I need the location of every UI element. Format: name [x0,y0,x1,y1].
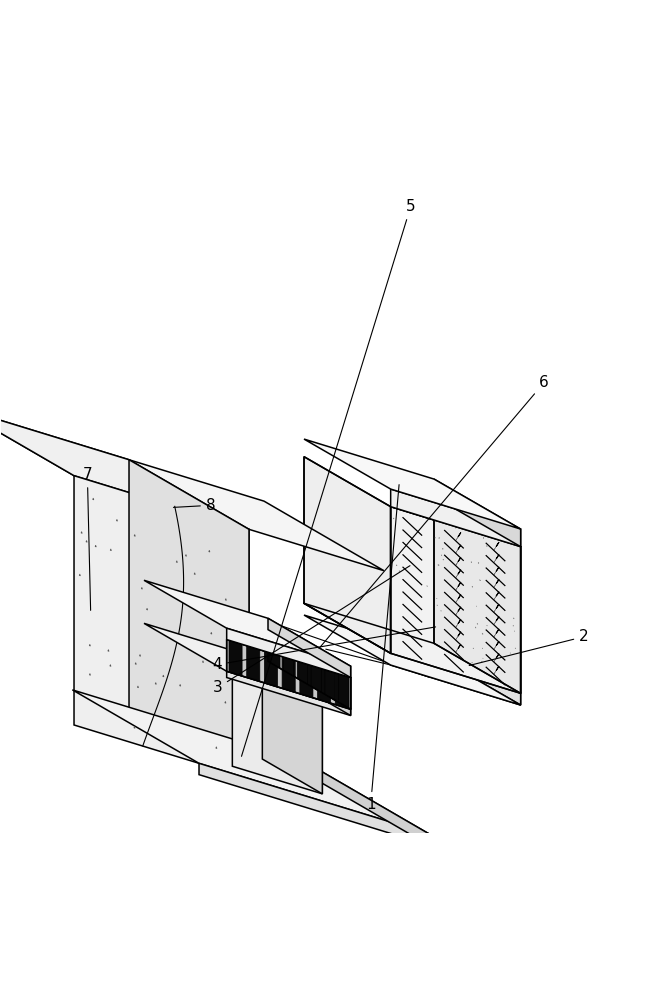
Polygon shape [335,673,349,709]
Polygon shape [270,631,280,668]
Polygon shape [232,670,323,794]
Polygon shape [391,489,520,547]
Polygon shape [435,537,436,538]
Polygon shape [144,623,351,709]
Polygon shape [246,646,260,681]
Polygon shape [263,663,323,794]
Polygon shape [282,657,295,692]
Polygon shape [129,460,249,779]
Polygon shape [304,615,520,705]
Polygon shape [300,662,313,698]
Text: 8: 8 [174,498,216,513]
Polygon shape [439,537,440,539]
Polygon shape [325,663,335,700]
Text: 2: 2 [469,629,589,666]
Polygon shape [393,518,394,519]
Polygon shape [268,630,351,709]
Polygon shape [229,640,242,676]
Polygon shape [303,760,429,845]
Polygon shape [226,671,351,716]
Polygon shape [391,653,520,705]
Polygon shape [434,497,520,693]
Polygon shape [226,640,351,709]
Polygon shape [434,479,520,547]
Polygon shape [199,763,429,845]
Polygon shape [317,667,331,703]
Text: 7: 7 [83,467,92,610]
Polygon shape [304,439,520,529]
Text: 4: 4 [212,627,436,672]
Text: 5: 5 [242,199,415,756]
Polygon shape [172,635,323,698]
Polygon shape [74,476,249,779]
Polygon shape [268,618,351,678]
Polygon shape [284,639,294,676]
Polygon shape [339,671,349,708]
Polygon shape [72,690,429,834]
Polygon shape [396,565,397,566]
Polygon shape [297,647,307,684]
Text: 6: 6 [319,375,549,648]
Polygon shape [482,633,483,635]
Polygon shape [144,580,351,666]
Polygon shape [438,564,439,566]
Polygon shape [391,507,520,693]
Polygon shape [304,457,391,653]
Polygon shape [0,406,249,529]
Text: 1: 1 [366,485,399,812]
Polygon shape [226,628,351,678]
Polygon shape [265,651,277,687]
Polygon shape [480,580,481,581]
Polygon shape [311,655,321,692]
Text: 3: 3 [212,566,410,695]
Polygon shape [0,406,384,571]
Polygon shape [434,643,520,705]
Polygon shape [442,548,443,549]
Polygon shape [268,661,351,716]
